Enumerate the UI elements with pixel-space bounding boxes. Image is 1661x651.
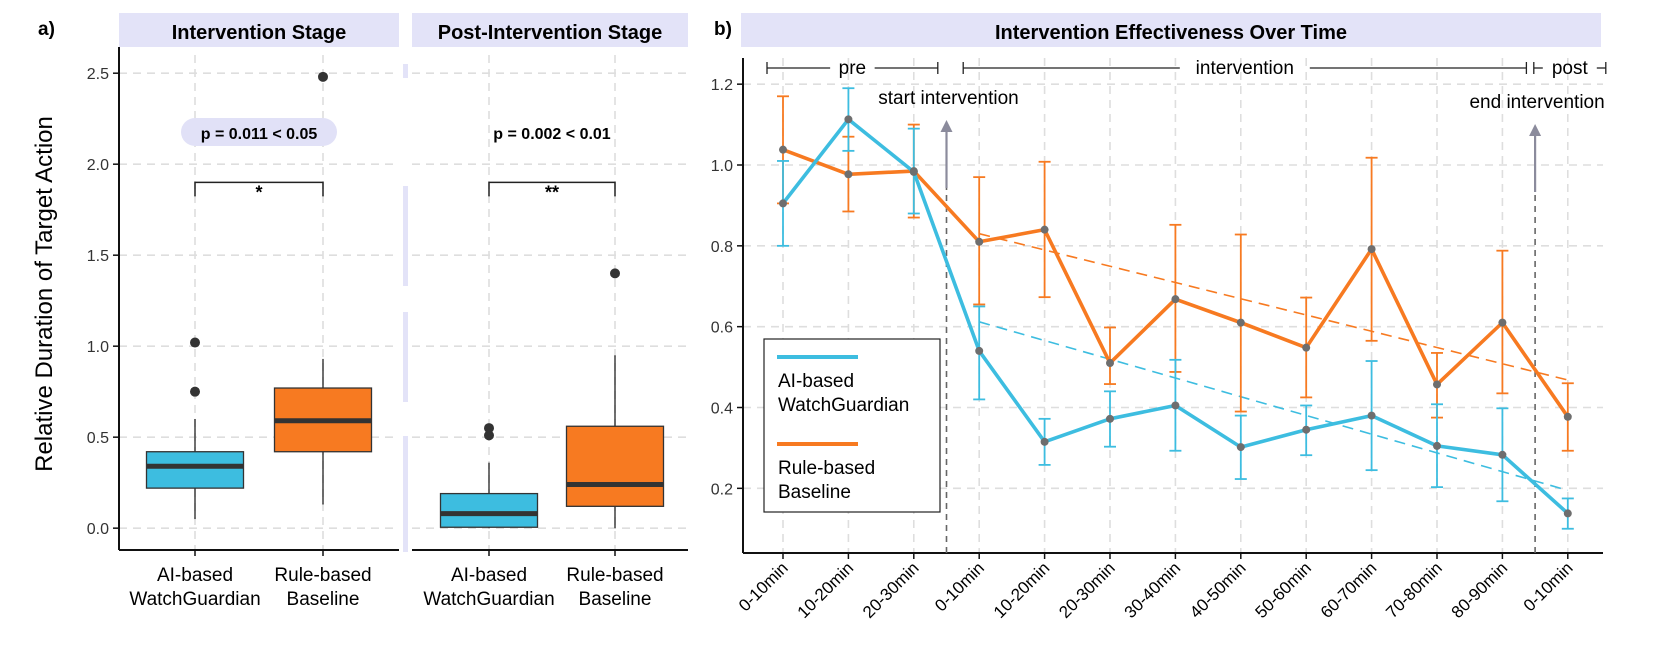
ai-box — [145, 451, 245, 489]
p-value-label: p = 0.011 < 0.05 — [201, 126, 318, 143]
ai-data-point — [1498, 450, 1507, 459]
marker-arrow-head — [940, 120, 953, 132]
y-tick-label: 0.8 — [711, 239, 733, 256]
y-tick-label: 1.0 — [711, 158, 733, 175]
y-tick-label: 0.4 — [711, 401, 733, 418]
x-tick-label: 20-30min — [859, 558, 923, 622]
rule-outlier-point — [610, 268, 620, 279]
rule-data-point — [1367, 245, 1376, 254]
ai-data-point — [975, 346, 984, 355]
ai-data-point — [1563, 509, 1572, 518]
ai-data-point — [1040, 437, 1049, 446]
effectiveness-title: Intervention Effectiveness Over Time — [995, 22, 1347, 44]
rule-data-point — [1302, 343, 1311, 352]
p-value-label: p = 0.002 < 0.01 — [493, 126, 611, 143]
intervention-stage-boxplot: Intervention Stage 0.0 0.5 1.0 1.5 2.0 2.5 AI-… — [87, 13, 399, 610]
y-tick-label: 2.0 — [87, 157, 109, 174]
rule-data-point — [1563, 412, 1572, 421]
rule-data-point — [975, 237, 984, 246]
ai-trend-line — [978, 321, 1569, 492]
ai-data-point — [1367, 411, 1376, 420]
ai-data-point — [844, 115, 853, 124]
rule-data-point — [1171, 295, 1180, 304]
rule-outlier-point — [318, 71, 328, 82]
ai-data-point — [1236, 443, 1245, 452]
rule-data-point — [1498, 318, 1507, 327]
x-tick-label: 0-10min — [931, 558, 988, 615]
y-tick-label: 1.0 — [87, 339, 109, 356]
y-tick-label: 1.5 — [87, 248, 109, 265]
x-tick-label: 80-90min — [1448, 558, 1512, 622]
significance-stars: * — [255, 182, 262, 202]
ai-data-point — [1106, 414, 1114, 423]
phase-label: post — [1552, 58, 1589, 79]
x-tick-label: 0-10min — [735, 558, 792, 615]
effectiveness-line-chart: Intervention Effectiveness Over Time 0.2… — [711, 13, 1607, 622]
x-tick-label: 0-10min — [1520, 558, 1577, 615]
rule-box — [565, 425, 665, 507]
effectiveness-header — [741, 13, 1601, 47]
ai-data-point — [909, 167, 918, 176]
x-tick-label: 10-20min — [794, 558, 858, 622]
phase-label: pre — [839, 58, 866, 79]
rule-trend-line — [979, 232, 1568, 381]
x-tick-label: Rule-based Baseline — [566, 565, 663, 610]
post-intervention-stage-boxplot: Post-Intervention Stage AI-based WatchGua… — [412, 13, 688, 610]
ai-data-point — [779, 199, 787, 208]
significance-bracket — [194, 181, 324, 197]
rule-data-point — [779, 145, 787, 154]
x-tick-label: Rule-based Baseline — [274, 565, 371, 610]
y-tick-label: 0.0 — [87, 521, 109, 538]
ai-data-point — [1171, 401, 1180, 410]
post-intervention-stage-header — [412, 13, 688, 47]
y-axis-title: Relative Duration of Target Action — [31, 116, 58, 472]
legend-box — [763, 338, 941, 513]
x-tick-label: AI-based WatchGuardian — [423, 565, 554, 610]
ai-outlier-point — [190, 337, 200, 348]
phase-label: intervention — [1196, 58, 1294, 79]
ai-outlier-point — [190, 386, 200, 397]
significance-bracket — [488, 181, 616, 197]
p-value-badge — [181, 118, 337, 146]
y-tick-label: 0.6 — [711, 320, 733, 337]
ai-box — [439, 492, 539, 528]
rule-data-point — [1236, 318, 1245, 327]
y-tick-label: 1.2 — [711, 77, 733, 94]
significance-stars: ** — [545, 182, 559, 202]
intervention-stage-header — [119, 13, 399, 47]
intervention-stage-title: Intervention Stage — [172, 22, 346, 44]
x-tick-label: 20-30min — [1055, 558, 1119, 622]
x-tick-label: 70-80min — [1382, 558, 1446, 622]
panel-a-label: a) — [38, 19, 55, 40]
y-tick-label: 0.5 — [87, 430, 109, 447]
x-tick-label: 30-40min — [1121, 558, 1185, 622]
rule-data-point — [1433, 380, 1441, 389]
x-tick-label: 40-50min — [1186, 558, 1250, 622]
post-intervention-stage-title: Post-Intervention Stage — [438, 22, 662, 44]
y-tick-label: 2.5 — [87, 66, 109, 83]
rule-data-point — [1040, 225, 1049, 234]
marker-label: end intervention — [1469, 92, 1604, 113]
ai-data-point — [1302, 425, 1311, 434]
x-tick-label: 60-70min — [1317, 558, 1381, 622]
ai-legend-label: AI-based WatchGuardian — [778, 371, 909, 416]
x-tick-label: AI-based WatchGuardian — [129, 565, 260, 610]
ai-outlier-point — [484, 423, 494, 434]
x-tick-label: 50-60min — [1251, 558, 1315, 622]
rule-data-point — [1106, 359, 1114, 368]
marker-label: start intervention — [878, 88, 1018, 109]
ai-data-point — [1433, 441, 1441, 450]
ai-outlier-point — [484, 430, 494, 441]
x-tick-label: 10-20min — [990, 558, 1054, 622]
rule-data-point — [844, 170, 853, 179]
legend: AI-based WatchGuardian Rule-based Baseline — [763, 338, 941, 513]
marker-arrow-head — [1529, 124, 1542, 136]
y-tick-label: 0.2 — [711, 481, 733, 498]
rule-legend-label: Rule-based Baseline — [778, 458, 875, 503]
panel-b-label: b) — [714, 19, 732, 40]
